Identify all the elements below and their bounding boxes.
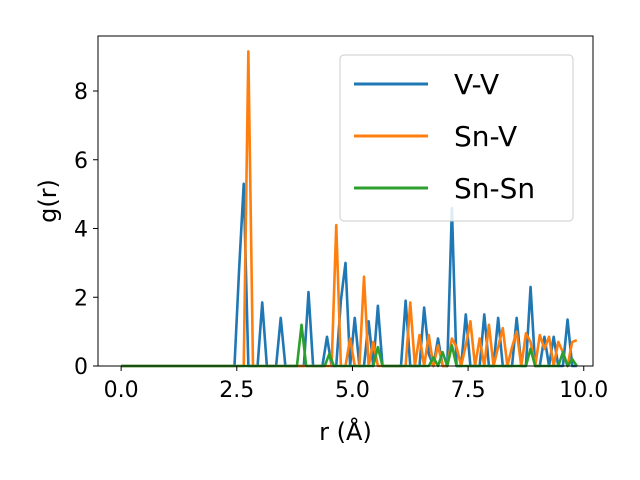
legend: V-V Sn-V Sn-Sn — [339, 54, 574, 222]
legend-label: V-V — [454, 68, 499, 101]
x-axis-label: r (Å) — [319, 417, 372, 446]
legend-label: Sn-Sn — [454, 172, 535, 205]
y-tick-label: 2 — [74, 286, 88, 311]
x-tick-label: 5.0 — [335, 378, 370, 403]
y-axis-label: g(r) — [34, 179, 62, 223]
y-tick-label: 4 — [74, 218, 88, 243]
legend-label: Sn-V — [454, 120, 517, 153]
legend-box — [339, 54, 574, 222]
y-tick-label: 0 — [74, 355, 88, 380]
x-tick-label: 2.5 — [219, 378, 254, 403]
x-tick-label: 10.0 — [559, 378, 608, 403]
y-tick-label: 8 — [74, 80, 88, 105]
x-axis: 0.0 2.5 5.0 7.5 10.0 — [104, 366, 608, 403]
plot-frame — [97, 35, 594, 367]
y-axis: 0 2 4 6 8 — [74, 80, 98, 380]
y-tick-label: 6 — [74, 149, 88, 174]
x-tick-label: 0.0 — [104, 378, 139, 403]
x-tick-label: 7.5 — [451, 378, 486, 403]
